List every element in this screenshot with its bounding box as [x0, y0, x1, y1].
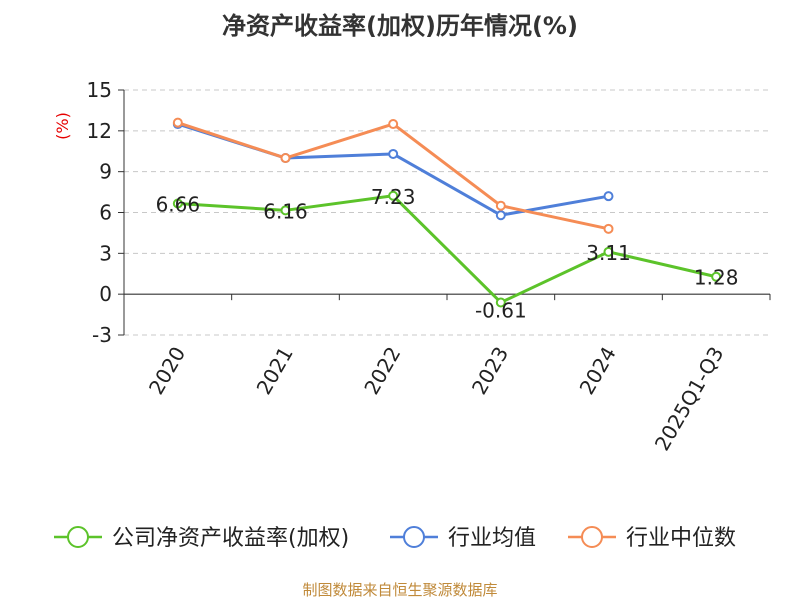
- data-point: [603, 223, 614, 234]
- data-point: [388, 190, 399, 201]
- y-tick-label: 9: [99, 160, 112, 184]
- data-point: [280, 153, 291, 164]
- y-tick-label: -3: [92, 323, 112, 347]
- data-point: [280, 205, 291, 216]
- data-point: [495, 210, 506, 221]
- y-tick-label: 0: [99, 282, 112, 306]
- data-point: [603, 191, 614, 202]
- legend-entry: 行业中位数: [626, 526, 736, 551]
- data-label: 6.16: [263, 199, 308, 223]
- data-label: 6.66: [156, 193, 201, 217]
- legend: 公司净资产收益率(加权) 行业均值 行业中位数: [54, 526, 736, 551]
- legend-marker-0: [67, 526, 89, 548]
- data-point: [172, 117, 183, 128]
- x-tick-label: 2020: [144, 343, 190, 399]
- x-tick-label: 2023: [467, 343, 513, 399]
- y-tick-label: 6: [99, 201, 112, 225]
- legend-entry: 公司净资产收益率(加权): [112, 526, 349, 551]
- data-point: [711, 271, 722, 282]
- data-label: -0.61: [475, 298, 527, 322]
- series-line-0: [177, 194, 717, 304]
- y-axis-label: (%): [53, 112, 72, 140]
- x-tick-label: 2022: [359, 343, 405, 399]
- series-lines: [172, 117, 722, 308]
- x-tick-label: 2025Q1-Q3: [650, 343, 729, 455]
- data-labels: 6.66 6.16 7.23 -0.61 3.11 1.28: [156, 185, 739, 323]
- legend-entry: 行业均值: [448, 526, 536, 551]
- data-point: [495, 297, 506, 308]
- chart-title: 净资产收益率(加权)历年情况(%): [222, 12, 578, 40]
- data-label: 1.28: [694, 266, 739, 290]
- y-tick-label: 12: [87, 119, 112, 143]
- y-tick-label: 15: [87, 78, 112, 102]
- legend-marker-1: [403, 526, 425, 548]
- data-point: [172, 198, 183, 209]
- legend-marker-2: [581, 526, 603, 548]
- data-point: [603, 246, 614, 257]
- data-label: 3.11: [586, 241, 631, 265]
- x-tick-label: 2024: [575, 343, 621, 399]
- y-tick-label: 3: [99, 241, 112, 265]
- data-point: [388, 119, 399, 130]
- data-point: [495, 200, 506, 211]
- data-point: [388, 148, 399, 159]
- data-label: 7.23: [371, 185, 416, 209]
- x-tick-label: 2021: [252, 343, 298, 399]
- footer-source: 制图数据来自恒生聚源数据库: [302, 581, 497, 599]
